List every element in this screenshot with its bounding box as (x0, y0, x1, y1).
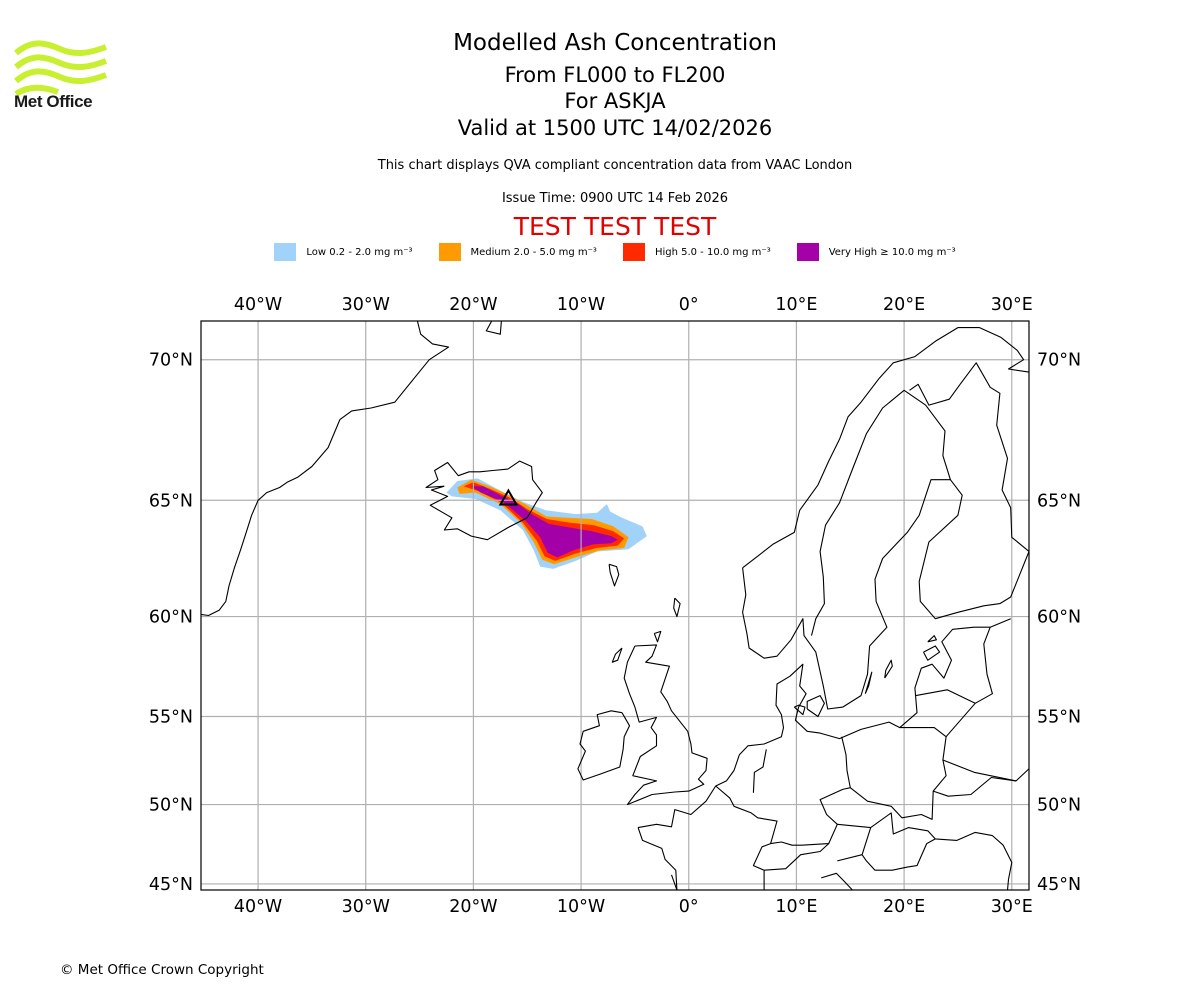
coastlines (201, 321, 1029, 890)
coastline-biscay (637, 827, 678, 890)
legend-label-high: High 5.0 - 10.0 mg m⁻³ (654, 246, 771, 258)
coastline-europe-border-12 (933, 776, 1017, 797)
chart-title: Modelled Ash Concentration (453, 30, 777, 56)
lat-tick-label-right: 65°N (1037, 491, 1081, 511)
lon-tick-label-bottom: 20°E (883, 897, 925, 917)
lat-tick-label-left: 65°N (149, 491, 193, 511)
lon-tick-label-bottom: 0° (679, 897, 699, 917)
coastline-orkney (653, 630, 662, 643)
legend-label-medium: Medium 2.0 - 5.0 mg m⁻³ (470, 246, 597, 258)
coastline-hiiumaa (927, 635, 937, 643)
coastline-europe-border-6 (861, 827, 936, 871)
coastline-europe-border-5 (837, 812, 1013, 890)
coastline-europe-border-3 (770, 736, 851, 846)
legend-item-high: High 5.0 - 10.0 mg m⁻³ (622, 243, 771, 261)
coastline-lewis (611, 647, 623, 663)
coastline-iceland (425, 460, 543, 541)
coastline-europe-border-8 (837, 854, 863, 862)
coastline-finland-russia (909, 362, 1029, 552)
coastline-greenland-east (201, 321, 450, 617)
lon-tick-label-top: 20°W (449, 295, 497, 315)
coastline-europe-border-4 (849, 727, 947, 820)
legend-swatch-medium (438, 243, 461, 261)
issue-time: Issue Time: 0900 UTC 14 Feb 2026 (501, 191, 729, 206)
volcano-marker (498, 488, 519, 506)
valid-time: Valid at 1500 UTC 14/02/2026 (457, 116, 773, 140)
copyright-notice: © Met Office Crown Copyright (60, 962, 264, 978)
lat-tick-label-right: 50°N (1037, 796, 1081, 816)
axis-tick-labels: 40°W 40°W 30°W 30°W 20°W 20°W 10°W 10°W 0° 0° 10°E… (149, 295, 1081, 917)
chart-subtitle: This chart displays QVA compliant concen… (377, 158, 853, 173)
coastline-funen (793, 704, 806, 716)
coastline-europe-border-1 (715, 785, 778, 890)
coastline-europe-south-west (670, 874, 678, 890)
coastline-great-britain (623, 644, 708, 806)
lat-tick-label-left: 60°N (149, 608, 193, 628)
lon-tick-label-bottom: 40°W (234, 897, 282, 917)
lon-tick-label-top: 30°E (991, 295, 1033, 315)
lat-tick-label-left: 50°N (149, 796, 193, 816)
lon-tick-label-bottom: 30°W (342, 897, 390, 917)
coastline-oland (864, 671, 873, 694)
lon-tick-label-top: 10°W (557, 295, 605, 315)
lat-tick-label-right: 60°N (1037, 608, 1081, 628)
coastline-europe-border-10 (915, 689, 976, 704)
legend-item-very-high: Very High ≥ 10.0 mg m⁻³ (796, 243, 956, 261)
graticule (201, 321, 1029, 890)
flight-level-range: From FL000 to FL200 (504, 63, 726, 87)
coastline-zealand (806, 695, 825, 718)
coastline-europe-border-11 (942, 759, 1029, 782)
lon-tick-label-bottom: 20°W (449, 897, 497, 917)
met-office-logo-icon (14, 40, 108, 97)
lat-tick-label-right: 55°N (1037, 707, 1081, 727)
coastline-norway-coast (742, 327, 1029, 569)
map-frame (200, 320, 1030, 891)
coastline-europe-border-2 (752, 749, 767, 793)
legend-item-low: Low 0.2 - 2.0 mg m⁻³ (274, 243, 413, 261)
coastline-adriatic (821, 872, 853, 890)
lat-tick-label-left: 45°N (149, 875, 193, 895)
legend-item-medium: Medium 2.0 - 5.0 mg m⁻³ (438, 243, 597, 261)
coastline-europe-border-9 (945, 627, 993, 738)
lat-tick-label-right: 45°N (1037, 875, 1081, 895)
coastline-ireland (577, 710, 631, 781)
legend-swatch-very-high (796, 243, 819, 261)
coastline-scandinavia (742, 479, 1029, 710)
lon-tick-label-bottom: 10°W (557, 897, 605, 917)
legend-swatch-high (622, 243, 645, 261)
test-banner: TEST TEST TEST (513, 212, 717, 241)
lon-tick-label-bottom: 30°E (991, 897, 1033, 917)
ash-contours (446, 478, 647, 569)
coastline-sweden-border (810, 389, 951, 636)
lon-tick-label-top: 30°W (342, 295, 390, 315)
coastline-europe-border-7 (764, 843, 830, 871)
coastline-saaremaa (923, 645, 941, 661)
met-office-logo-text: Met Office (14, 92, 93, 111)
lon-tick-label-bottom: 10°E (775, 897, 817, 917)
volcano-name: For ASKJA (564, 89, 666, 113)
volcano-triangle-icon (498, 488, 519, 506)
lon-tick-label-top: 10°E (775, 295, 817, 315)
legend-swatch-low (274, 243, 297, 261)
lat-tick-label-right: 70°N (1037, 351, 1081, 371)
coastline-gotland (884, 659, 893, 679)
lon-tick-label-top: 0° (679, 295, 699, 315)
lon-tick-label-top: 20°E (883, 295, 925, 315)
lat-tick-label-left: 55°N (149, 707, 193, 727)
lat-tick-label-left: 70°N (149, 351, 193, 371)
legend-label-low: Low 0.2 - 2.0 mg m⁻³ (306, 246, 413, 258)
coastline-shetland (673, 597, 681, 618)
coastline-greenland-north-fjord (485, 321, 502, 335)
legend: Low 0.2 - 2.0 mg m⁻³ Medium 2.0 - 5.0 mg… (0, 243, 1200, 261)
legend-label-very-high: Very High ≥ 10.0 mg m⁻³ (828, 246, 956, 258)
lon-tick-label-top: 40°W (234, 295, 282, 315)
coastline-faroe (608, 563, 620, 587)
coastline-france-west (638, 618, 1011, 829)
